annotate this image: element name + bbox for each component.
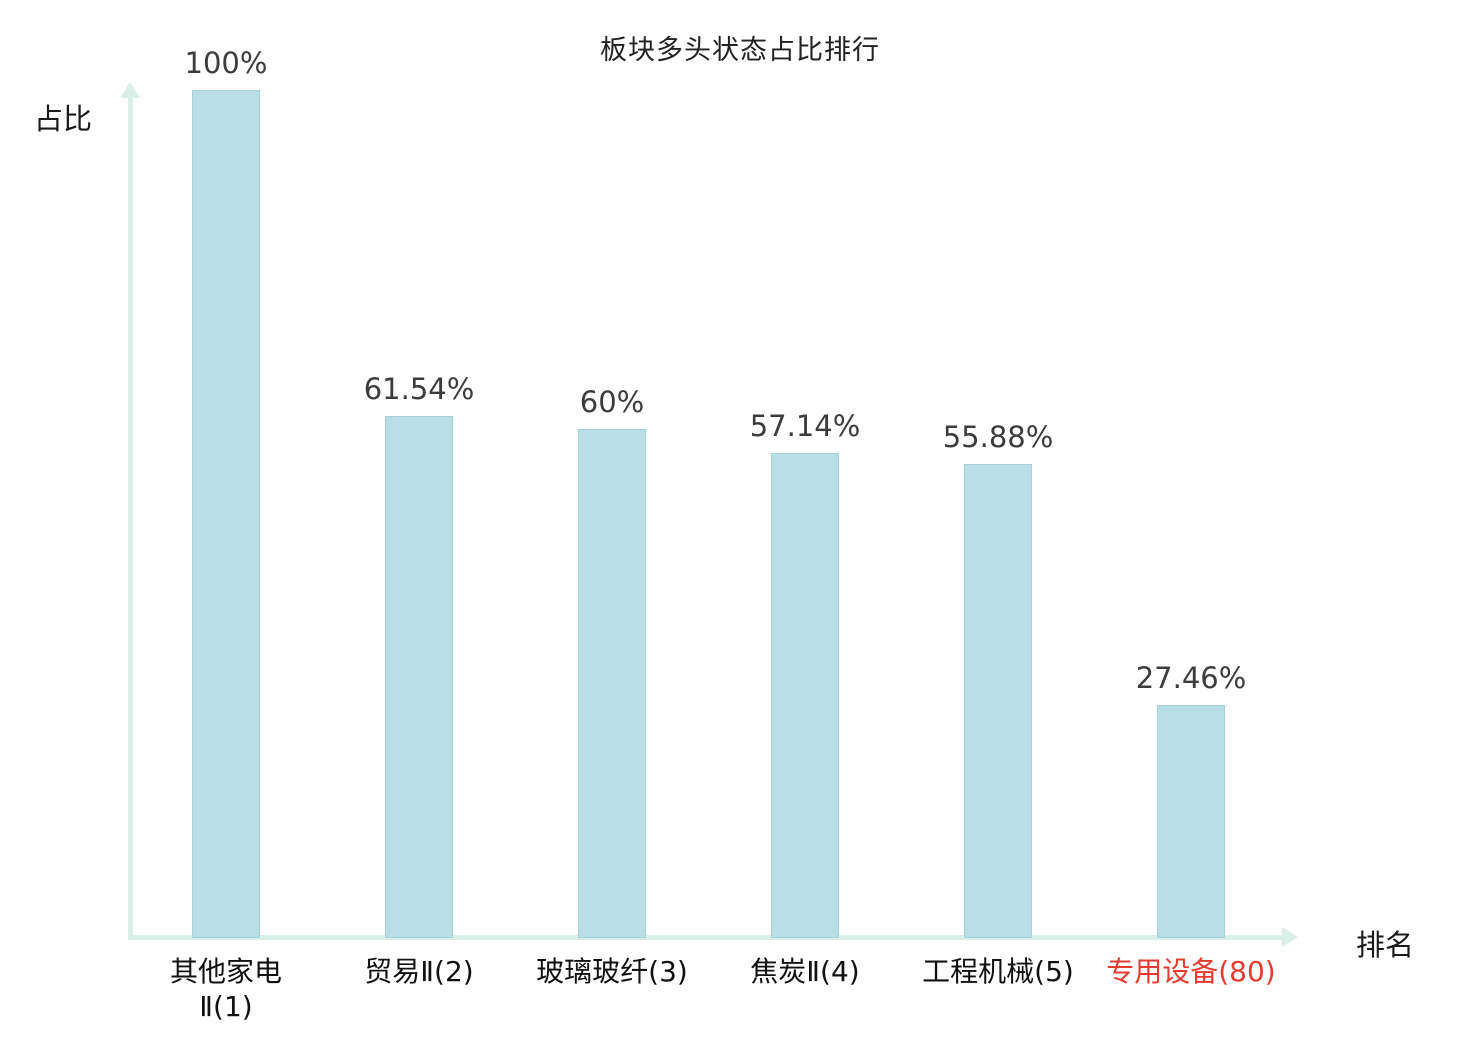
y-axis-label: 占比 [34,102,93,136]
chart-title: 板块多头状态占比排行 [600,35,880,66]
bar-value-label: 57.14% [749,409,861,443]
bar [192,90,260,938]
bar [1157,705,1225,938]
bar-category-label: 贸易Ⅱ(2) [364,955,474,988]
bar-category-label: 玻璃玻纤(3) [536,955,688,988]
x-axis-label: 排名 [1356,928,1415,962]
bar [385,416,453,938]
bar [578,429,646,938]
bar-category-label: 专用设备(80) [1106,955,1276,988]
x-axis-line [128,935,1284,940]
bar-value-label: 55.88% [942,420,1054,454]
bar-value-label: 100% [184,46,268,80]
bar-value-label: 27.46% [1135,661,1247,695]
bar-value-label: 61.54% [363,372,475,406]
bar-category-label: 焦炭Ⅱ(4) [750,955,860,988]
bar [771,453,839,938]
y-axis-arrow-icon [120,82,140,98]
x-axis-arrow-icon [1282,927,1298,947]
y-axis-line [128,95,133,940]
bar-category-label: 工程机械(5) [922,955,1074,988]
bar [964,464,1032,938]
bar-category-label: 其他家电 Ⅱ(1) [169,955,282,1023]
bar-value-label: 60% [579,385,645,419]
